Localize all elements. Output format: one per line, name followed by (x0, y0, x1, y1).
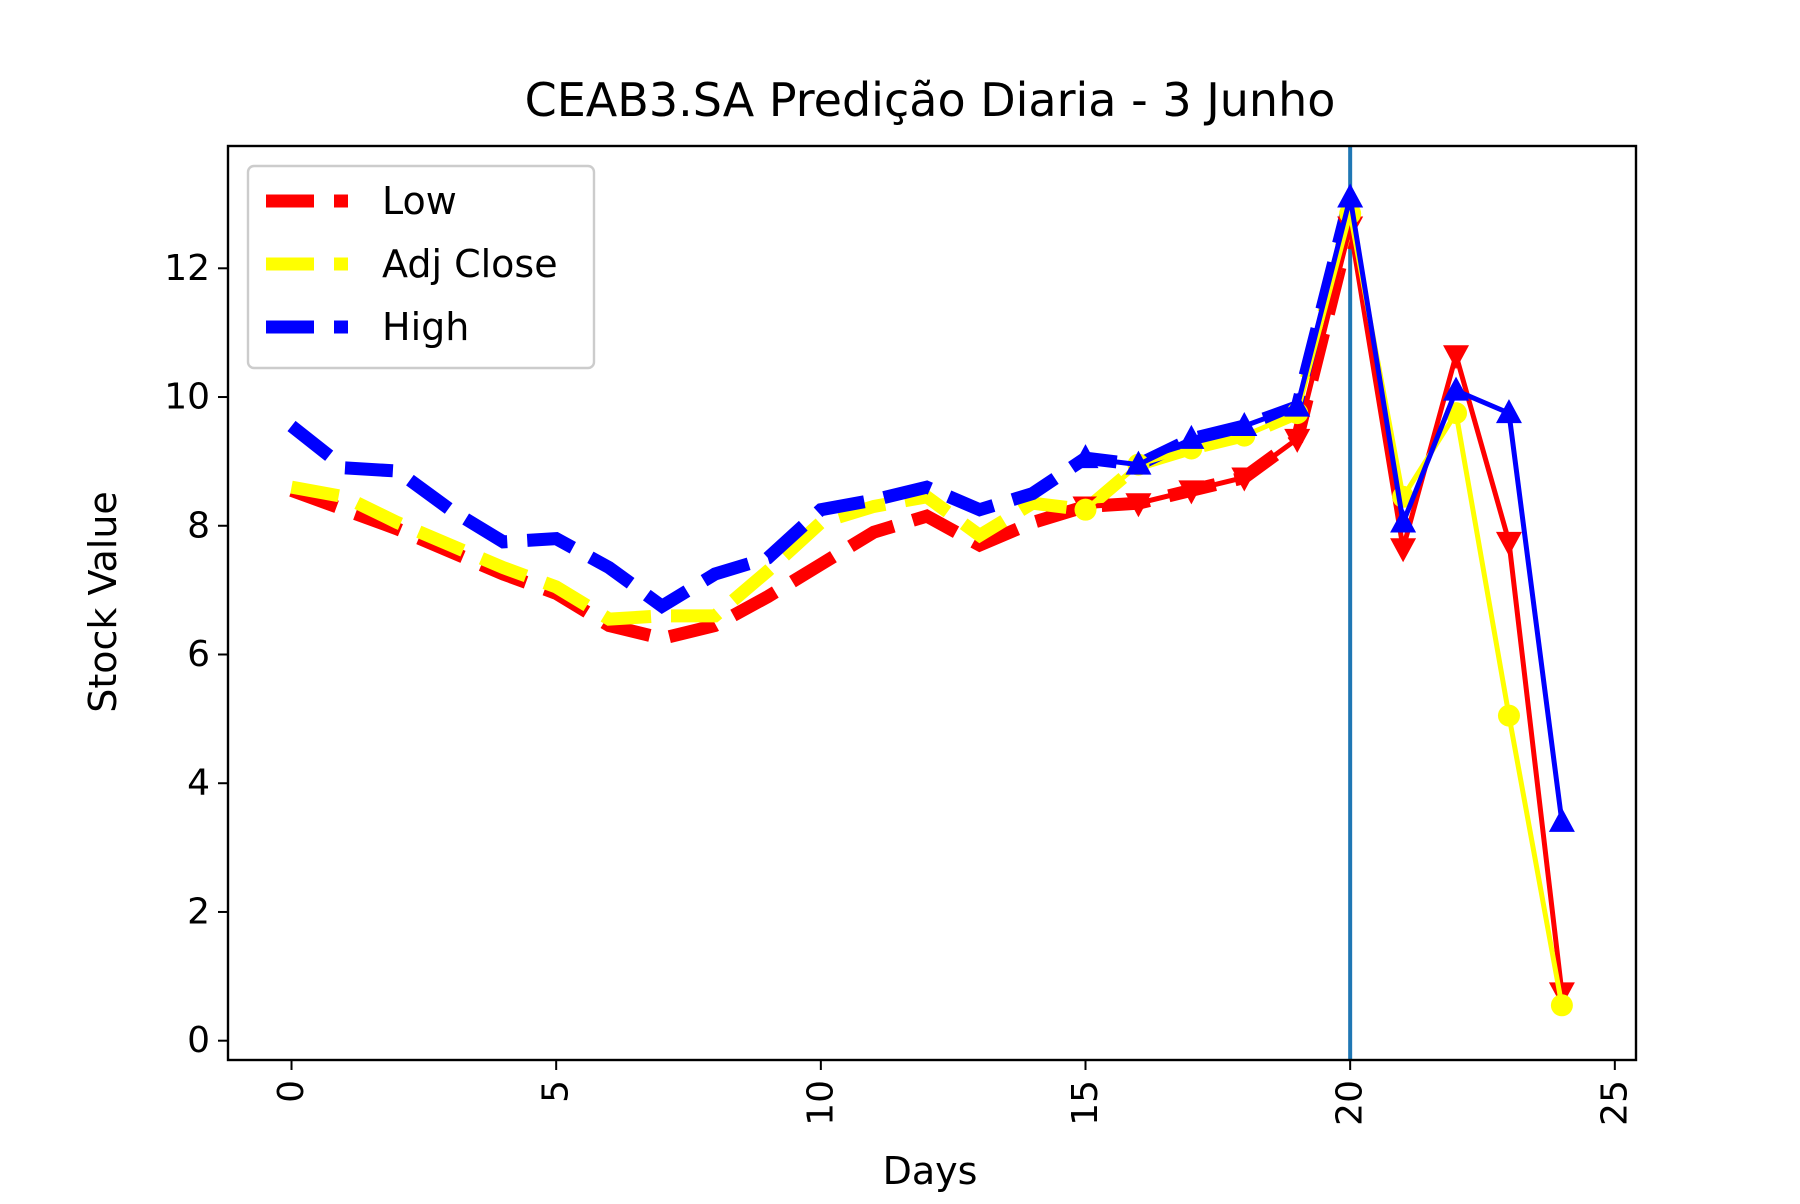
low-point (1125, 493, 1152, 518)
low-point (1495, 531, 1522, 556)
y-axis-label: Stock Value (81, 491, 125, 713)
high-point (1495, 399, 1522, 424)
x-tick-label: 15 (1065, 1080, 1106, 1126)
y-tick-label: 6 (187, 634, 210, 675)
y-tick-label: 12 (164, 248, 210, 289)
y-tick-label: 4 (187, 763, 210, 804)
high-point (1337, 183, 1364, 208)
adj-close-point (1074, 498, 1097, 521)
legend-item-adj-close: Adj Close (266, 242, 558, 286)
y-tick-label: 0 (187, 1020, 210, 1061)
legend-label-adj-close: Adj Close (382, 242, 558, 286)
legend-item-low: Low (266, 179, 457, 223)
x-axis-label: Days (883, 1149, 978, 1193)
high-point (1072, 444, 1099, 469)
x-tick-label: 20 (1330, 1080, 1371, 1126)
series-high-prediction (1072, 183, 1575, 832)
high-point (1443, 376, 1470, 401)
adj-close-prediction-line (1083, 211, 1565, 1006)
high-prediction-line (1085, 194, 1565, 823)
high-point (1178, 424, 1205, 449)
low-point (1443, 345, 1470, 370)
low-point (1390, 538, 1417, 563)
low-point (1284, 428, 1311, 453)
adj-close-point (1550, 994, 1573, 1017)
adj-close-point (1497, 704, 1520, 727)
high-point (1390, 508, 1417, 533)
high-point (1125, 450, 1152, 475)
low-point (1178, 480, 1205, 505)
high-point (1548, 807, 1575, 832)
legend-box (246, 164, 596, 370)
y-tick-label: 8 (187, 505, 210, 546)
y-tick-label: 2 (187, 891, 210, 932)
x-tick-label: 10 (800, 1080, 841, 1126)
legend-label-high: High (382, 305, 469, 349)
y-tick-label: 10 (164, 377, 210, 418)
legend-item-high: High (266, 305, 469, 349)
x-tick-label: 25 (1594, 1080, 1635, 1126)
high-point (1231, 411, 1258, 436)
legend: Low Adj Close High (246, 164, 596, 370)
low-prediction-line (1085, 223, 1565, 993)
low-point (1231, 467, 1258, 492)
series-group (287, 183, 1575, 1017)
chart-title: CEAB3.SA Predição Diaria - 3 Junho (525, 73, 1336, 127)
plot-area-frame (226, 144, 1638, 1062)
series-low-prediction (1072, 216, 1575, 1007)
high-point (1284, 392, 1311, 417)
legend-label-low: Low (382, 179, 457, 223)
axis-ticks: 0 5 10 15 20 25 0 2 4 6 8 10 12 (164, 248, 1635, 1126)
x-tick-label: 5 (536, 1080, 577, 1103)
x-tick-label: 0 (271, 1080, 312, 1103)
